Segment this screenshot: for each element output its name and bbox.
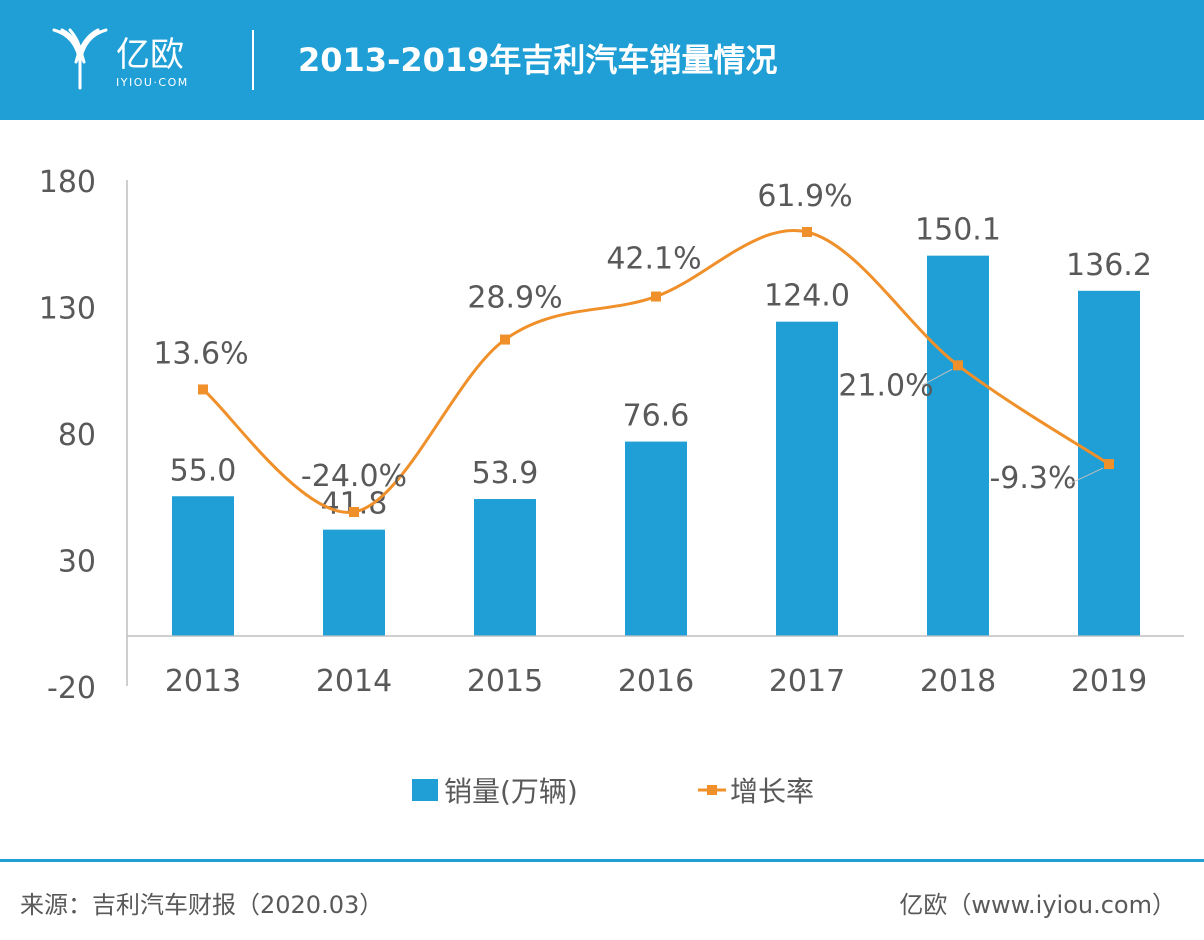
bar-value-label: 53.9 (472, 456, 539, 491)
growth-rate-point-2015 (500, 334, 510, 345)
x-tick-label: 2017 (769, 664, 845, 699)
x-tick-label: 2015 (467, 664, 543, 699)
legend-bar-label: 销量(万辆) (444, 775, 578, 808)
y-tick-label: 30 (58, 545, 96, 580)
bar-series (172, 255, 1140, 636)
growth-rate-series (198, 227, 1114, 517)
x-tick-label: 2016 (618, 664, 694, 699)
growth-rate-label: 61.9% (757, 179, 852, 214)
y-axis-ticks: 180 130 80 30 -20 (39, 165, 96, 706)
legend-line-marker (707, 785, 717, 795)
bar-value-label: 76.6 (623, 399, 690, 434)
bar-value-label: 150.1 (915, 213, 1001, 248)
growth-rate-label: 21.0% (838, 368, 933, 403)
bar-value-label: 124.0 (764, 279, 850, 314)
y-tick-label: -20 (47, 671, 96, 706)
logo-en-text: IYIOU·COM (116, 76, 189, 89)
legend-bar-swatch (412, 779, 438, 801)
logo-cn-text: 亿欧 (116, 35, 184, 75)
growth-rate-point-2016 (651, 291, 661, 302)
bar-2018 (927, 255, 989, 636)
bar-2016 (625, 441, 687, 636)
growth-rate-label: -9.3% (989, 461, 1076, 496)
growth-rate-label: -24.0% (301, 459, 407, 494)
growth-rate-point-2018 (953, 360, 963, 371)
growth-rate-point-2017 (802, 227, 812, 237)
chart-legend: 销量(万辆) 增长率 (412, 775, 814, 808)
header-banner: 亿欧 IYIOU·COM 2013-2019年吉利汽车销量情况 (0, 0, 1204, 120)
x-axis-labels: 2013 2014 2015 2016 2017 2018 2019 (165, 664, 1147, 699)
bar-2017 (776, 321, 838, 636)
site-credit: 亿欧（www.iyiou.com） (899, 891, 1176, 919)
y-tick-label: 80 (58, 418, 96, 453)
footer-divider (0, 859, 1204, 862)
bar-2015 (474, 499, 536, 636)
growth-rate-labels: 13.6% -24.0% 28.9% 42.1% 61.9% 21.0% -9.3% (153, 179, 1104, 496)
label-leader-line (1068, 467, 1104, 485)
growth-rate-label: 28.9% (467, 281, 562, 316)
label-leader-line (921, 368, 953, 386)
x-tick-label: 2014 (316, 664, 392, 699)
bar-value-label: 136.2 (1066, 248, 1152, 283)
x-tick-label: 2018 (920, 664, 996, 699)
page-title: 2013-2019年吉利汽车销量情况 (298, 41, 778, 79)
bar-2013 (172, 496, 234, 636)
source-note: 来源：吉利汽车财报（2020.03） (20, 891, 384, 919)
growth-rate-label: 42.1% (606, 242, 701, 277)
growth-rate-point-2019 (1104, 459, 1114, 470)
x-tick-label: 2019 (1071, 664, 1147, 699)
growth-rate-point-2013 (198, 384, 208, 395)
logo-divider (252, 30, 254, 90)
iyiou-logo: 亿欧 IYIOU·COM (52, 28, 189, 90)
growth-rate-label: 13.6% (153, 336, 248, 371)
y-tick-label: 130 (39, 292, 96, 327)
bar-2014 (323, 529, 385, 636)
y-tick-label: 180 (39, 165, 96, 200)
x-tick-label: 2013 (165, 664, 241, 699)
growth-rate-point-2014 (349, 507, 359, 517)
legend-line-label: 增长率 (730, 775, 814, 808)
bar-value-label: 55.0 (170, 453, 237, 488)
